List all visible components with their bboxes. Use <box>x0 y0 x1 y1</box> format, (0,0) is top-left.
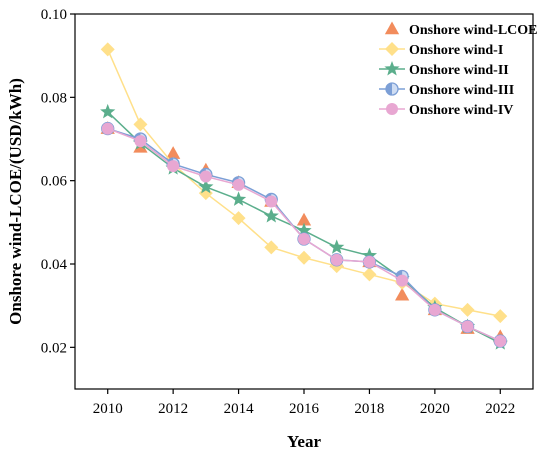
legend-marker <box>385 82 399 96</box>
data-point <box>493 309 508 324</box>
legend-marker <box>384 21 400 35</box>
data-point <box>298 233 310 245</box>
data-point <box>460 302 475 317</box>
x-tick-label: 2014 <box>224 401 255 417</box>
data-point <box>265 195 278 208</box>
data-point <box>101 122 114 135</box>
y-tick-label: 0.06 <box>41 174 68 190</box>
data-point <box>100 42 115 57</box>
x-tick-label: 2022 <box>485 401 515 417</box>
legend-marker <box>385 42 399 56</box>
data-point <box>361 247 378 263</box>
x-tick-label: 2018 <box>354 401 384 417</box>
y-tick-label: 0.10 <box>41 7 67 23</box>
x-tick-label: 2016 <box>289 401 320 417</box>
x-tick-label: 2012 <box>158 401 188 417</box>
data-point <box>100 103 116 119</box>
legend-label: Onshore wind-IV <box>409 103 513 118</box>
data-point <box>232 178 245 191</box>
legend-entry: Onshore wind-I <box>379 42 503 58</box>
data-point <box>263 208 279 223</box>
data-point <box>199 170 212 183</box>
data-point <box>167 160 180 173</box>
legend-entry: Onshore wind-II <box>379 61 509 78</box>
data-point <box>362 267 377 282</box>
data-point <box>461 320 474 333</box>
y-tick-label: 0.08 <box>41 90 67 106</box>
data-point <box>329 239 345 254</box>
legend-entry: Onshore wind-LCOE <box>384 21 538 38</box>
data-point <box>494 335 507 348</box>
data-point <box>231 211 246 226</box>
data-point <box>166 146 181 159</box>
legend-marker <box>386 103 398 115</box>
legend-label: Onshore wind-I <box>409 43 503 58</box>
data-point <box>428 303 441 316</box>
data-point <box>396 274 409 287</box>
data-point <box>134 135 147 148</box>
plot-layer <box>100 42 508 350</box>
x-tick-label: 2020 <box>420 401 450 417</box>
y-tick-label: 0.04 <box>41 257 68 273</box>
x-tick-label: 2010 <box>93 401 123 417</box>
x-axis-title: Year <box>287 432 321 451</box>
data-point <box>296 222 312 238</box>
legend-entry: Onshore wind-III <box>379 82 514 98</box>
legend-entry: Onshore wind-IV <box>379 103 513 118</box>
data-point <box>230 191 247 206</box>
data-point <box>330 253 343 266</box>
data-point <box>363 255 376 268</box>
data-point <box>297 250 311 265</box>
axis-layer: 2010 2012 2014 2016 2018 2020 2022 0.02 0.04 0.06… <box>41 7 534 417</box>
legend-label: Onshore wind-III <box>409 83 514 98</box>
legend-label: Onshore wind-LCOE <box>409 23 538 38</box>
data-point <box>264 240 279 255</box>
y-tick-label: 0.02 <box>41 340 67 356</box>
data-point <box>133 117 148 132</box>
legend-label: Onshore wind-II <box>409 63 509 78</box>
y-axis-title: Onshore wind-LCOE/(USD/kWh) <box>6 78 25 325</box>
data-point <box>198 178 214 194</box>
series-5 <box>101 122 507 348</box>
legend: Onshore wind-LCOE Onshore wind-I Onshore w… <box>379 21 538 118</box>
data-point <box>395 287 410 301</box>
legend-marker <box>384 61 400 76</box>
data-point <box>296 212 312 226</box>
series-3 <box>100 103 508 350</box>
